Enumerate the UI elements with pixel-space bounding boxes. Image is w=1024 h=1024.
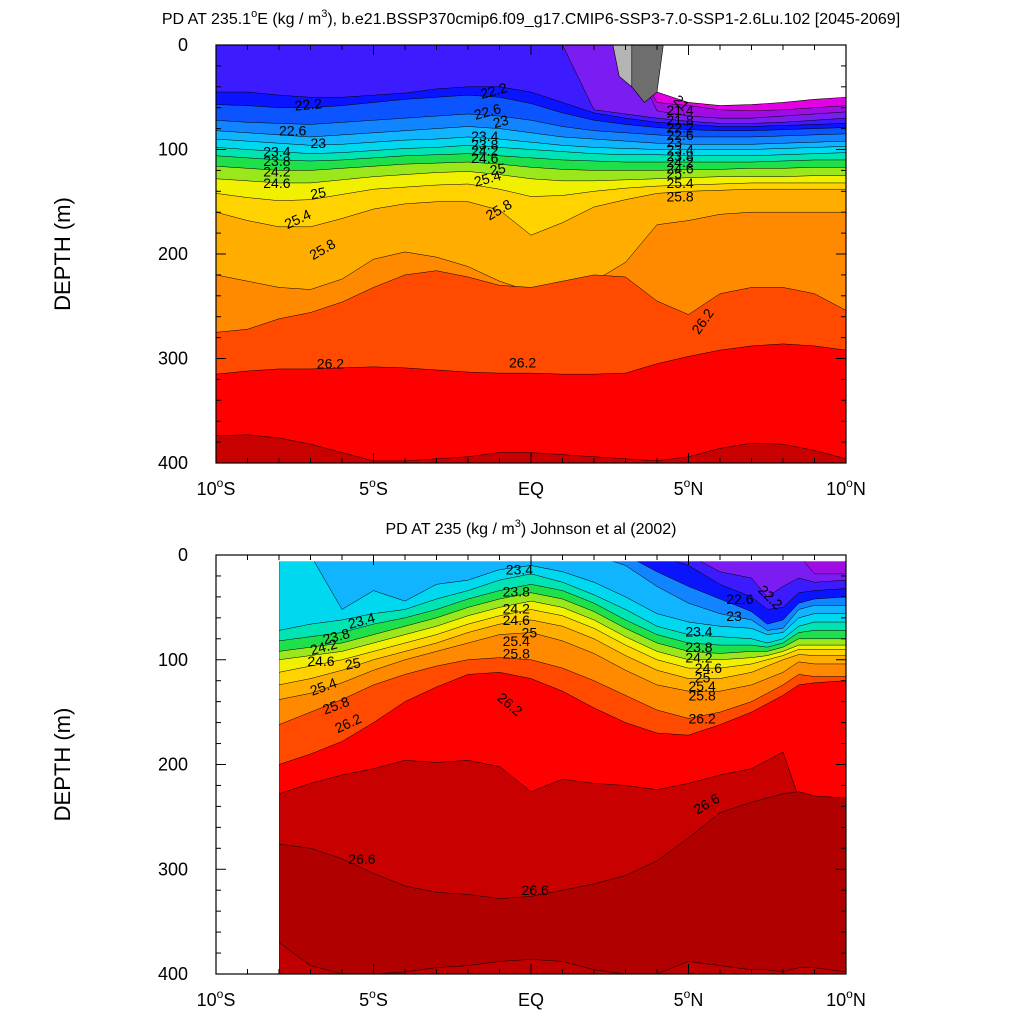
contour-label: 23.8 <box>685 639 712 655</box>
y-tick-label: 100 <box>158 650 188 670</box>
x-tick-label: 10oN <box>826 987 866 1010</box>
contour-label: 23 <box>666 134 682 150</box>
contour-label: 26.2 <box>689 710 716 726</box>
contour-label: 23 <box>726 608 742 624</box>
y-tick-label: 100 <box>158 140 188 160</box>
contour-label: 22.2 <box>294 95 323 113</box>
x-tick-label: 10oN <box>826 476 866 499</box>
x-tick-label: EQ <box>518 479 544 499</box>
contour-field: 23.423.824.224.6 2525.425.826.226.623.423… <box>216 555 846 974</box>
contour-label: 26.2 <box>317 356 344 372</box>
y-tick-label: 200 <box>158 755 188 775</box>
y-tick-label: 200 <box>158 244 188 264</box>
bottom-panel: 23.423.824.224.6 2525.425.826.226.623.423… <box>50 518 866 1010</box>
contour-label: 26.2 <box>509 355 536 371</box>
top-panel: 22.222.62323.423.824.224.62525.425.826.2… <box>50 8 900 499</box>
y-axis-title: DEPTH (m) <box>50 197 75 311</box>
x-tick-label: 5oS <box>359 987 388 1010</box>
contour-label: 25 <box>695 670 711 686</box>
contour-label: 24.2 <box>263 163 290 179</box>
contour-label: 25.8 <box>666 189 693 205</box>
contour-label: 25 <box>489 160 507 178</box>
y-tick-label: 300 <box>158 349 188 369</box>
gray-outcrop <box>612 45 633 88</box>
contour-label: 24.2 <box>308 635 339 658</box>
no-data-region <box>216 555 279 974</box>
x-tick-label: 5oS <box>359 476 388 499</box>
x-tick-label: 5oN <box>674 987 704 1010</box>
contour-label: 23.8 <box>263 153 290 169</box>
contour-label: 22.6 <box>666 127 693 143</box>
contour-label: 23.4 <box>471 128 498 144</box>
contour-label: 21.8 <box>666 112 693 128</box>
contour-label: 23.8 <box>503 584 530 600</box>
contour-label: 25 <box>344 654 362 672</box>
density-band <box>278 942 846 974</box>
contour-label: 25 <box>666 166 682 182</box>
density-band <box>216 343 846 463</box>
contour-label: 23.4 <box>685 623 712 639</box>
y-tick-label: 400 <box>158 453 188 473</box>
contour-label: 24.2 <box>471 143 498 159</box>
contour-label: 23 <box>491 112 510 132</box>
contour-label: 23.8 <box>321 625 352 648</box>
contour-label: 24.6 <box>307 653 334 669</box>
contour-label: 25.4 <box>689 678 716 694</box>
contour-label: 23.8 <box>471 136 498 152</box>
contour-label: 26.6 <box>522 882 549 898</box>
contour-label: 25.8 <box>503 645 530 661</box>
contour-label: 21.4 <box>666 102 693 118</box>
contour-label: 23.4 <box>263 144 290 160</box>
y-tick-label: 0 <box>178 35 188 55</box>
contour-label: 24.6 <box>695 660 722 676</box>
contour-label: 25.4 <box>503 633 530 649</box>
contour-label: 24.2 <box>503 600 530 616</box>
density-band <box>278 791 846 974</box>
contour-label: 23.4 <box>346 609 377 632</box>
contour-label: 23.4 <box>666 142 693 158</box>
contour-label: 25 <box>522 625 538 641</box>
contour-label: 24.6 <box>263 175 290 191</box>
contour-label: 22.6 <box>726 591 753 607</box>
y-tick-label: 300 <box>158 859 188 879</box>
contour-label: 24.6 <box>503 612 530 628</box>
contour-label: 26.6 <box>348 851 375 867</box>
contour-label: 22.2 <box>666 120 693 136</box>
contour-label: 24.6 <box>666 160 693 176</box>
contour-label: 22.6 <box>279 123 306 139</box>
contour-label: 24.2 <box>685 650 712 666</box>
contour-label: 25 <box>309 184 327 202</box>
y-tick-label: 400 <box>158 964 188 984</box>
x-tick-label: 5oN <box>674 476 704 499</box>
y-tick-label: 0 <box>178 545 188 565</box>
contour-label: 23.8 <box>666 148 693 164</box>
contour-label: 22.6 <box>472 100 503 123</box>
x-tick-label: 10oS <box>197 476 236 499</box>
contour-label: 25.8 <box>689 687 716 703</box>
panel-title: PD AT 235.1oE (kg / m3), b.e21.BSSP370cm… <box>162 8 900 28</box>
x-tick-label: 10oS <box>197 987 236 1010</box>
contour-label: 24.2 <box>666 154 693 170</box>
contour-label: 23.4 <box>506 562 533 578</box>
contour-label: 24.6 <box>471 150 498 166</box>
x-tick-label: EQ <box>518 990 544 1010</box>
contour-label: 25.4 <box>666 175 693 191</box>
contour-field: 22.222.62323.423.824.224.62525.425.826.2… <box>216 45 846 463</box>
contour-label: 23 <box>311 135 327 151</box>
contour-label: 22.2 <box>479 79 510 102</box>
y-axis-title: DEPTH (m) <box>50 708 75 822</box>
contour-label: 25.4 <box>472 167 503 190</box>
panel-title: PD AT 235 (kg / m3) Johnson et al (2002) <box>385 518 676 538</box>
